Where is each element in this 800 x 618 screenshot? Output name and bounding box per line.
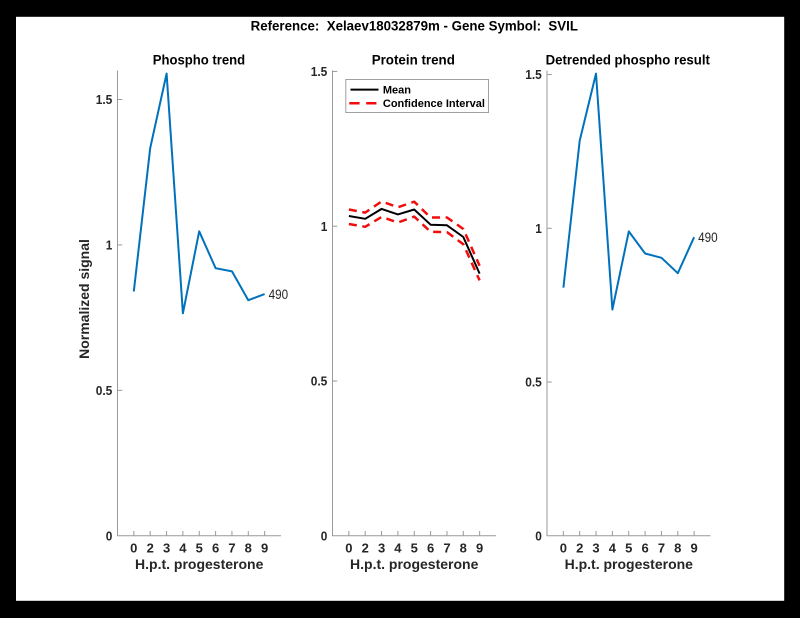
svg-text:0: 0 xyxy=(321,529,328,544)
svg-text:H.p.t. progesterone: H.p.t. progesterone xyxy=(135,556,264,572)
svg-text:1.5: 1.5 xyxy=(525,67,542,82)
svg-text:3: 3 xyxy=(163,541,170,556)
svg-text:2: 2 xyxy=(147,541,154,556)
svg-text:Confidence Interval: Confidence Interval xyxy=(383,98,485,110)
svg-text:0: 0 xyxy=(106,529,113,544)
svg-text:2: 2 xyxy=(362,541,369,556)
svg-text:7: 7 xyxy=(443,541,450,556)
svg-text:6: 6 xyxy=(427,541,434,556)
svg-text:0: 0 xyxy=(130,541,137,556)
svg-text:9: 9 xyxy=(476,541,483,556)
svg-text:9: 9 xyxy=(690,541,697,556)
svg-text:1: 1 xyxy=(321,219,328,234)
svg-text:Reference: Xelaev18032879m -: Reference: Xelaev18032879m - Gene Symbol… xyxy=(251,18,578,33)
svg-text:0: 0 xyxy=(535,529,542,544)
svg-text:Mean: Mean xyxy=(383,85,411,97)
svg-text:490: 490 xyxy=(698,230,718,245)
svg-text:4: 4 xyxy=(394,541,402,556)
svg-text:2: 2 xyxy=(576,541,583,556)
svg-text:5: 5 xyxy=(411,541,418,556)
svg-text:0.5: 0.5 xyxy=(311,374,328,389)
svg-text:6: 6 xyxy=(212,541,219,556)
svg-text:8: 8 xyxy=(460,541,467,556)
svg-text:0.5: 0.5 xyxy=(96,383,113,398)
svg-text:4: 4 xyxy=(179,541,187,556)
svg-text:3: 3 xyxy=(592,541,599,556)
svg-text:Protein trend: Protein trend xyxy=(372,53,455,68)
svg-text:1: 1 xyxy=(106,238,113,253)
svg-text:0: 0 xyxy=(345,541,352,556)
svg-text:Phospho trend: Phospho trend xyxy=(153,53,245,68)
svg-text:H.p.t. progesterone: H.p.t. progesterone xyxy=(350,556,479,572)
svg-text:490: 490 xyxy=(269,287,289,302)
svg-text:1.5: 1.5 xyxy=(311,64,328,79)
svg-text:7: 7 xyxy=(658,541,665,556)
svg-text:8: 8 xyxy=(674,541,681,556)
svg-text:3: 3 xyxy=(378,541,385,556)
svg-text:8: 8 xyxy=(245,541,252,556)
svg-text:Detrended phospho result: Detrended phospho result xyxy=(546,53,711,68)
svg-text:6: 6 xyxy=(641,541,648,556)
svg-text:1: 1 xyxy=(535,221,542,236)
svg-text:7: 7 xyxy=(228,541,235,556)
svg-text:9: 9 xyxy=(261,541,268,556)
svg-text:H.p.t. progesterone: H.p.t. progesterone xyxy=(565,556,694,572)
svg-text:5: 5 xyxy=(625,541,632,556)
svg-text:5: 5 xyxy=(196,541,203,556)
svg-text:Normalized signal: Normalized signal xyxy=(76,239,92,359)
svg-text:1.5: 1.5 xyxy=(96,92,113,107)
svg-text:0.5: 0.5 xyxy=(525,375,542,390)
svg-text:4: 4 xyxy=(609,541,617,556)
svg-text:0: 0 xyxy=(560,541,567,556)
